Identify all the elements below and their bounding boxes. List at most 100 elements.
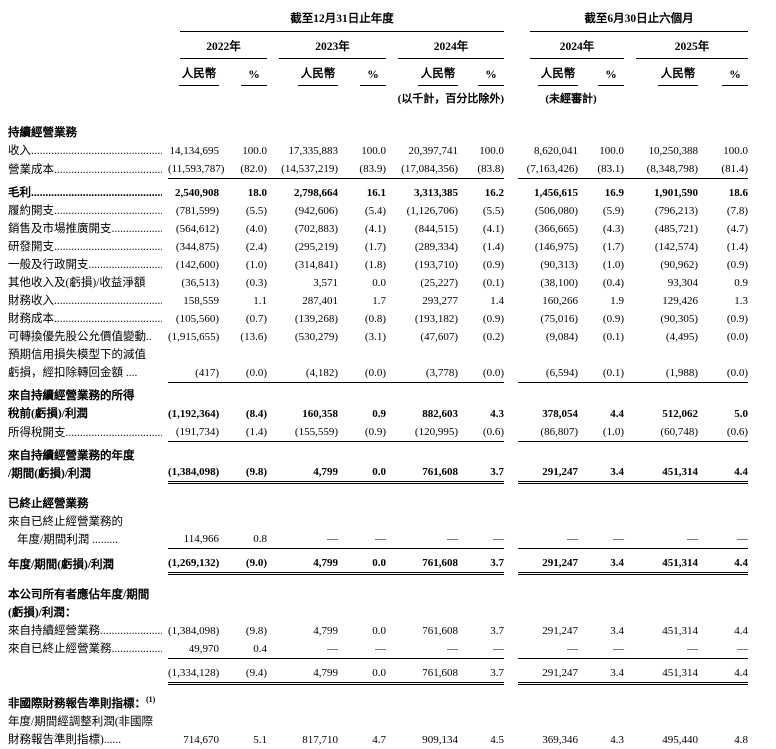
value-cell: 4.3 (458, 381, 504, 423)
value-cell: (105,560) (175, 313, 219, 325)
value-cell: 4,799 (267, 548, 338, 575)
value-cell: (9.0) (219, 548, 267, 575)
value-cell: (1.4) (245, 426, 267, 438)
column-gap (504, 622, 518, 640)
value-cell: (9.8) (245, 624, 267, 637)
column-gap (504, 59, 518, 86)
value-cell: (1.7) (364, 241, 386, 253)
column-gap (504, 160, 518, 179)
table-row: 收入......................................… (8, 142, 748, 160)
value-cell: (1.0) (602, 259, 624, 271)
value-cell: 0.0 (372, 277, 386, 289)
value-cell: (2.4) (245, 241, 267, 253)
table-row: 來自持續經營業務的年度/期間(虧損)/利潤 (1,384,098) (9.8) 4,7… (8, 441, 748, 484)
value-cell: (781,599) (175, 205, 219, 217)
label-column-spacer (8, 8, 168, 32)
value-cell: — (447, 642, 458, 655)
value-cell: (1,192,364) (168, 381, 219, 423)
value-cell: (295,219) (294, 241, 338, 253)
value-cell: 100.0 (479, 145, 504, 157)
value-cell: — (327, 642, 338, 655)
table-row: 財務成本....................................… (8, 310, 748, 328)
value-cell: 18.0 (219, 178, 267, 202)
table-body: 持續經營業務 收入................................… (8, 114, 748, 749)
row-label: 毛利......................................… (8, 187, 162, 199)
value-cell: 100.0 (242, 145, 267, 157)
value-cell: 4.5 (490, 734, 504, 746)
row-label: 已終止經營業務 (8, 497, 89, 510)
value-cell: (0.8) (364, 313, 386, 325)
value-cell: (314,841) (294, 259, 338, 271)
column-gap (504, 442, 518, 483)
column-gap (504, 8, 518, 32)
value-cell: 287,401 (302, 295, 338, 307)
row-label: 其他收入及(虧損)/收益淨額 (8, 277, 146, 289)
column-gap (504, 202, 518, 220)
value-cell: 451,314 (624, 657, 698, 685)
value-cell: (4.3) (602, 223, 624, 235)
value-cell: — (375, 533, 386, 545)
column-gap (504, 423, 518, 442)
value-cell: (193,710) (414, 259, 458, 271)
value-cell: 16.9 (578, 178, 624, 202)
value-cell: — (567, 642, 578, 655)
value-cell: 93,304 (667, 277, 698, 289)
value-cell: 1,456,615 (518, 178, 578, 202)
value-cell: (90,313) (540, 259, 578, 271)
row-label: 履約開支....................................… (8, 205, 162, 217)
row-label: 年度/期間經調整利潤(非國際 財務報告準則指標)...... (8, 716, 154, 746)
value-cell: (0.1) (602, 331, 624, 343)
row-label: 一般及行政開支.............................. (8, 259, 162, 271)
row-label: 營業成本....................................… (8, 163, 162, 176)
value-cell: 4,799 (267, 657, 338, 685)
column-gap (504, 274, 518, 292)
value-cell: 20,397,741 (408, 145, 459, 157)
value-cell: (796,213) (654, 205, 698, 217)
column-gap (504, 32, 518, 59)
column-gap (504, 220, 518, 238)
value-cell: (844,515) (414, 223, 458, 235)
value-cell: 4.8 (734, 734, 748, 746)
value-cell: (142,600) (175, 259, 219, 271)
row-label: 所得稅開支...................................… (8, 426, 162, 439)
value-cell: (7,163,426) (526, 163, 578, 175)
value-cell: (1,384,098) (168, 441, 219, 484)
year-header-2025: 2025年 (636, 32, 748, 59)
value-cell: (0.9) (482, 259, 504, 271)
value-cell: 4.4 (698, 441, 748, 484)
value-cell: (14,537,219) (281, 163, 338, 175)
value-cell: (1.0) (602, 426, 624, 438)
currency-header: 人民幣 (658, 65, 698, 86)
value-cell: — (613, 642, 624, 655)
value-cell: 4.4 (734, 624, 748, 637)
value-cell: (193,182) (414, 313, 458, 325)
value-cell: (1,915,655) (168, 331, 220, 343)
value-cell: (344,875) (175, 241, 219, 253)
value-cell: 291,247 (518, 657, 578, 685)
value-cell: (4.1) (482, 223, 504, 235)
table-header: 截至12月31日止年度 截至6月30日止六個月 2022年 2023年 2024… (8, 8, 748, 114)
value-cell: (506,080) (534, 205, 578, 217)
value-cell: (6,594) (545, 366, 578, 379)
value-cell: (7.8) (726, 205, 748, 217)
value-cell: (1,384,098) (168, 624, 220, 637)
value-cell: — (687, 642, 698, 655)
value-cell: (702,883) (294, 223, 338, 235)
value-cell: 761,608 (386, 441, 458, 484)
table-row: 一般及行政開支.............................. (14… (8, 256, 748, 274)
value-cell: (38,100) (540, 277, 578, 289)
value-cell: (4.0) (245, 223, 267, 235)
table-row: 可轉換優先股公允價值變動.. (1,915,655) (13.6) (530,279)… (8, 328, 748, 346)
value-cell: 129,426 (662, 295, 698, 307)
value-cell: (146,975) (534, 241, 578, 253)
period-annual-header: 截至12月31日止年度 (180, 8, 504, 32)
value-cell: (0.9) (726, 313, 748, 325)
year-header-2024-interim: 2024年 (530, 32, 624, 59)
value-cell: 0.9 (338, 381, 386, 423)
value-cell: 14,134,695 (169, 145, 220, 157)
value-cell: (1.0) (245, 259, 267, 271)
value-cell: (81.4) (721, 163, 748, 175)
value-cell: (289,334) (414, 241, 458, 253)
table-row: (1,334,128) (9.4) 4,799 0.0 761,608 3.7 291,24… (8, 657, 748, 685)
